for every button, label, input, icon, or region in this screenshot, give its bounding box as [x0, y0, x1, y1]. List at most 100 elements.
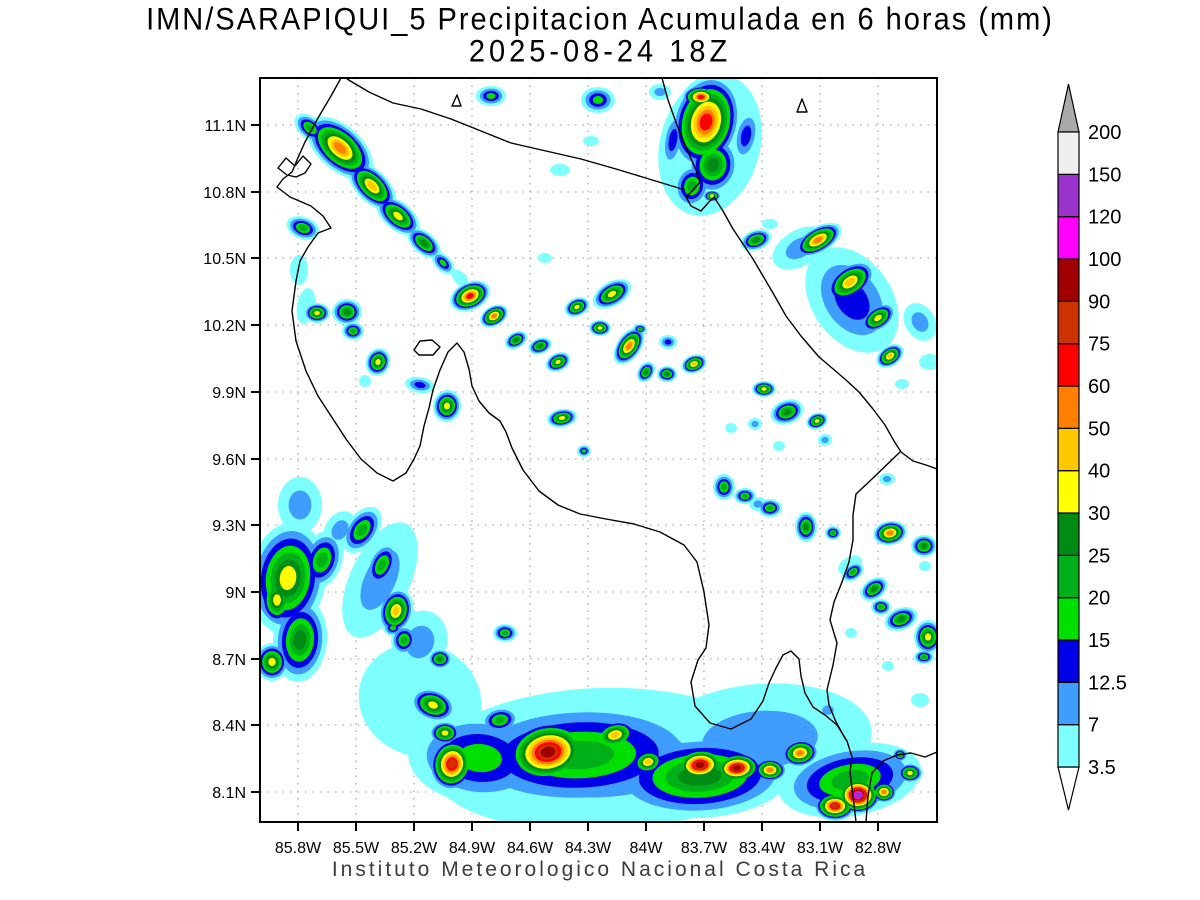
precip-contour-cell	[437, 656, 443, 662]
precip-contour-cell	[359, 375, 371, 387]
x-tick-label: 84W	[630, 840, 664, 857]
precip-contour-cell	[350, 328, 356, 334]
colorbar-label: 50	[1088, 418, 1110, 440]
precip-contour-cell	[298, 224, 308, 232]
precip-contour-cell	[644, 759, 652, 765]
precip-contour-cell	[643, 369, 649, 375]
precip-contour-cell	[919, 561, 931, 571]
precip-contour-cell	[389, 625, 397, 631]
x-tick-label: 84.6W	[507, 840, 554, 857]
precip-contour-cell	[796, 750, 804, 756]
precip-contour-cell	[814, 419, 820, 423]
axis-ticks	[251, 124, 879, 831]
colorbar-label: 12.5	[1088, 672, 1127, 694]
colorbar-cell	[1057, 216, 1080, 260]
y-tick-label: 9.6N	[212, 452, 246, 469]
colorbar-cell	[1057, 131, 1080, 175]
precip-contour-cell	[537, 343, 543, 349]
page-subtitle-datetime: 2025-08-24 18Z	[468, 34, 732, 70]
page-title: IMN/SARAPIQUI_5 Precipitacion Acumulada …	[146, 2, 1054, 38]
precip-contour-cell	[831, 803, 839, 809]
colorbar-cell	[1057, 681, 1080, 726]
precip-contour-cell	[773, 441, 785, 451]
precip-contour-cell	[583, 136, 599, 146]
precip-contour-cell	[845, 628, 857, 638]
x-axis-labels: 85.8W 85.5W 85.2W 84.9W 84.6W 84.3W 84W 83.7W 83…	[275, 840, 902, 857]
precip-contour-cell	[592, 96, 604, 104]
precip-contour-cell	[895, 379, 909, 389]
precip-contour-cell	[550, 164, 570, 176]
colorbar-label: 30	[1088, 503, 1110, 525]
coastline-path	[826, 451, 901, 741]
y-tick-label: 8.7N	[212, 652, 246, 669]
colorbar-cell	[1057, 427, 1080, 472]
precip-contour-cell	[610, 731, 620, 739]
precip-contour-cell	[405, 625, 435, 659]
precip-contour-cell	[706, 157, 720, 173]
precip-contour-cell	[654, 87, 666, 97]
precip-contour-cell	[695, 761, 705, 769]
precip-contour-cell	[441, 730, 449, 736]
footer-attribution: Instituto Meteorologico Nacional Costa R…	[331, 858, 869, 881]
colorbar: 3.5 7 12.5 15 20 25 30 40 50 60 75 90 100 120 150 200	[1057, 83, 1127, 811]
precip-contour-cell	[766, 767, 774, 773]
precip-contour-cell	[664, 339, 672, 345]
precip-contour-cell	[919, 354, 937, 370]
colorbar-under-arrow	[1057, 766, 1080, 811]
precip-contour-cell	[911, 693, 929, 707]
precip-contour-cell	[414, 381, 426, 389]
precip-contour-cell	[420, 239, 428, 247]
coastline-path	[865, 751, 937, 822]
precip-contour-cell	[783, 409, 791, 415]
y-tick-label: 9.9N	[212, 385, 246, 402]
precip-contour-cell	[766, 505, 774, 511]
colorbar-label: 200	[1088, 122, 1121, 144]
precip-contour-cell	[486, 92, 496, 100]
precip-contour-cell	[882, 661, 894, 671]
y-tick-label: 10.8N	[203, 185, 246, 202]
precipitation-contours	[260, 78, 937, 822]
precip-contour-cell	[870, 586, 878, 592]
precip-contour-cell	[742, 493, 748, 499]
colorbar-cell	[1057, 597, 1080, 641]
precip-contour-cell	[356, 523, 368, 537]
precip-contour-cell	[691, 362, 697, 366]
colorbar-cell	[1057, 173, 1080, 218]
precip-contour-cell	[761, 387, 767, 391]
precip-contour-cell	[710, 194, 714, 198]
precip-contour-cell	[343, 308, 351, 316]
precip-contour-cell	[626, 342, 632, 350]
precip-contour-cell	[314, 310, 320, 316]
precip-contour-cell	[288, 490, 312, 520]
precip-contour-cell	[607, 290, 617, 298]
precip-contour-cell	[844, 277, 856, 287]
precip-contour-cell	[268, 657, 276, 667]
colorbar-cell	[1057, 300, 1080, 345]
precip-contour-cell	[377, 559, 387, 571]
x-tick-label: 85.5W	[333, 840, 380, 857]
precip-contour-cell	[367, 181, 377, 191]
map-frame	[259, 77, 938, 823]
colorbar-label: 60	[1088, 376, 1110, 398]
precip-contour-cell	[762, 219, 778, 229]
colorbar-cell	[1057, 470, 1080, 514]
precip-contour-cell	[751, 420, 759, 428]
precip-contour-cell	[597, 326, 603, 330]
precip-contour-cell	[854, 791, 862, 799]
precip-contour-cell	[725, 423, 737, 433]
precip-contour-cell	[392, 606, 400, 616]
precip-contour-cell	[447, 759, 457, 769]
colorbar-over-arrow	[1057, 83, 1080, 133]
y-tick-label: 9N	[226, 585, 246, 602]
precip-contour-cell	[753, 500, 763, 508]
precip-contour-cell	[540, 746, 556, 758]
precip-contour-cell	[513, 337, 519, 343]
y-tick-label: 10.2N	[203, 318, 246, 335]
colorbar-cell	[1057, 385, 1080, 429]
coastline-path	[451, 94, 462, 107]
colorbar-label: 15	[1088, 630, 1110, 652]
colorbar-cell	[1057, 554, 1080, 599]
precip-contour-cell	[924, 633, 932, 641]
